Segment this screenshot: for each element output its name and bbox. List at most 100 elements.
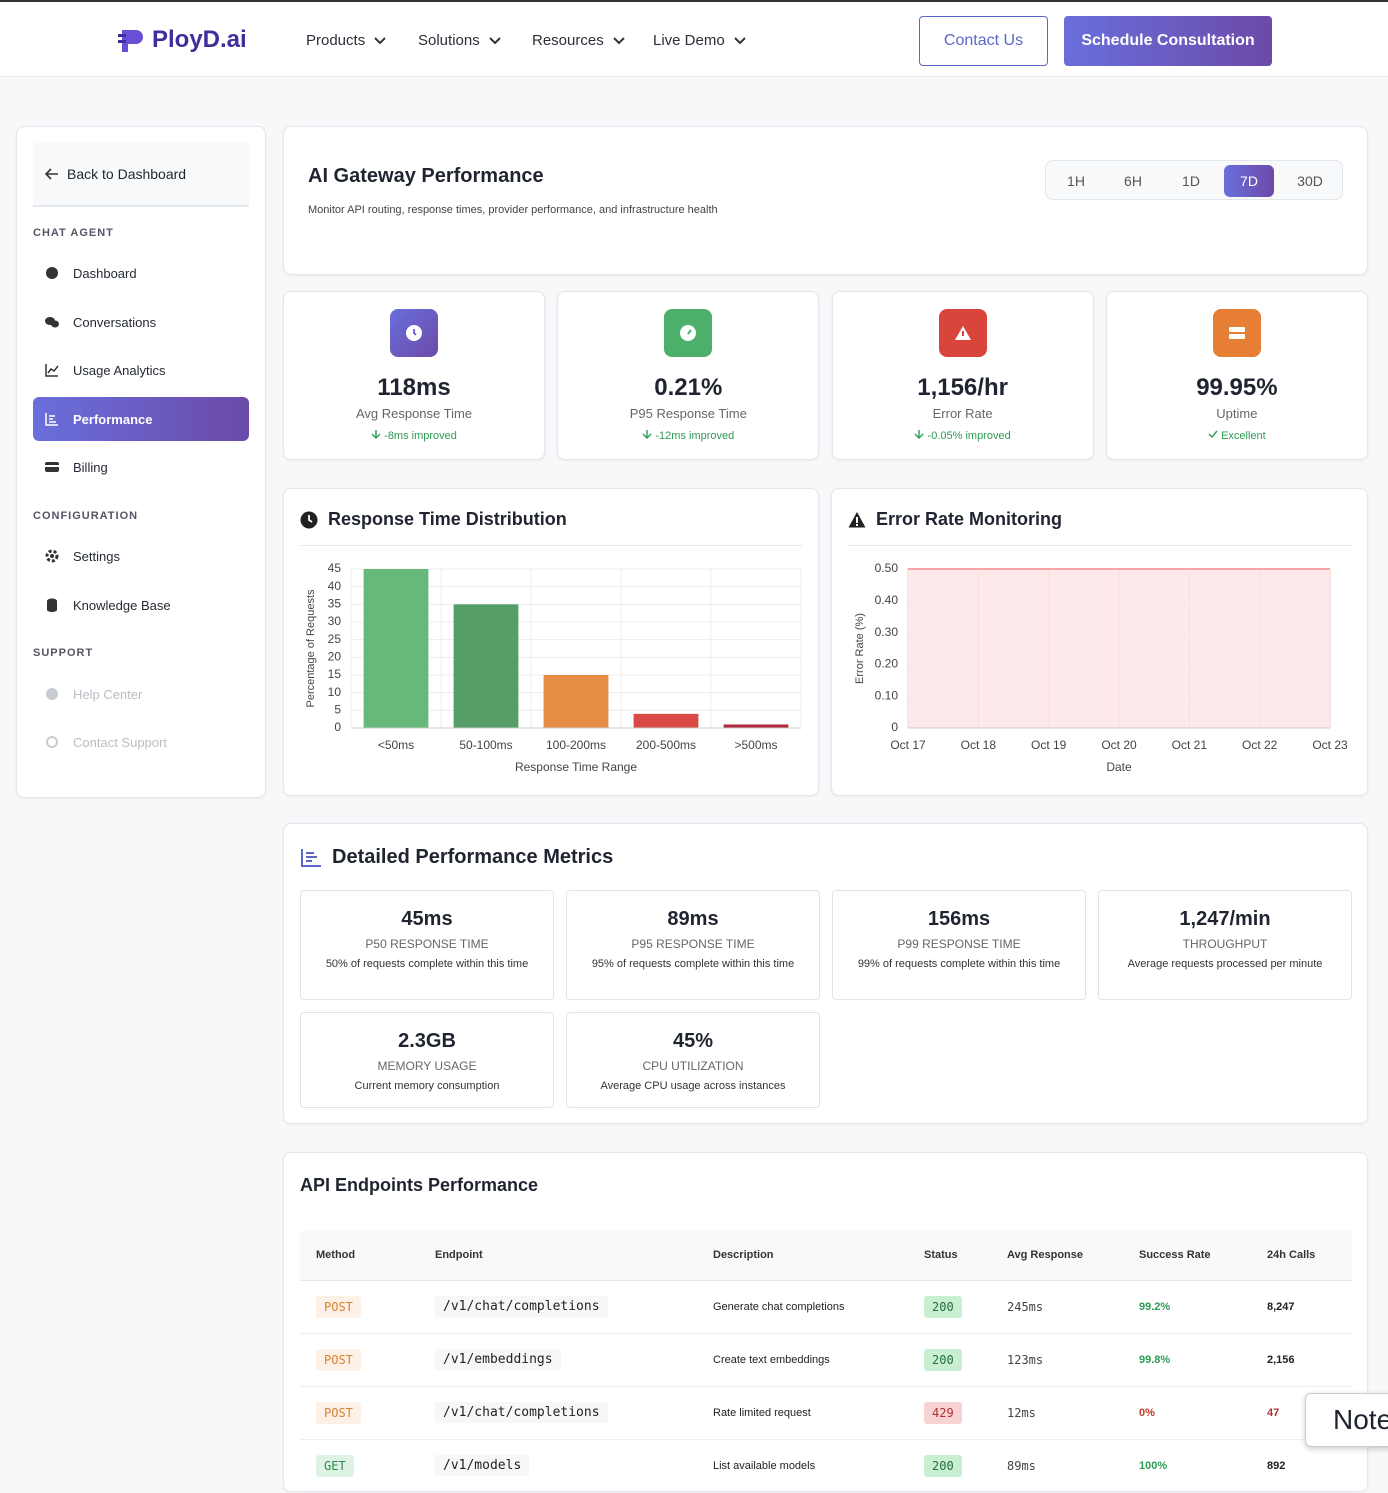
nav-item[interactable]: Solutions bbox=[418, 32, 502, 49]
trend-icon bbox=[642, 430, 652, 439]
metric-card: 45ms P50 RESPONSE TIME 50% of requests com… bbox=[300, 890, 554, 1000]
y-tick-label: 15 bbox=[328, 667, 342, 681]
metric-value: 89ms bbox=[667, 908, 719, 930]
cell: /v1/chat/completions bbox=[419, 1386, 697, 1440]
metric-card: 45% CPU UTILIZATION Average CPU usage acro… bbox=[566, 1012, 820, 1108]
bar bbox=[453, 604, 519, 728]
label: Conversations bbox=[73, 314, 157, 330]
metric-desc: Average CPU usage across instances bbox=[600, 1080, 786, 1092]
x-tick-label: Oct 23 bbox=[1312, 738, 1348, 752]
y-tick-label: 0.30 bbox=[875, 625, 899, 639]
nav-link[interactable]: Help Center bbox=[33, 672, 249, 716]
stat-value: 1,156/hr bbox=[917, 374, 1008, 401]
status-tag: 200 bbox=[924, 1295, 962, 1318]
icon bbox=[47, 598, 57, 612]
bar bbox=[363, 569, 429, 728]
bar-chart: 0 5 10 15 20 25 30 35 40 45 <50ms 50-100ms 100-200ms… bbox=[305, 561, 802, 774]
description: Create text embeddings bbox=[713, 1353, 830, 1366]
chart-card: Response Time Distribution 0 5 10 15 20 25 30 3… bbox=[283, 488, 819, 796]
metric-desc: 99% of requests complete within this tim… bbox=[857, 958, 1061, 970]
cell: /v1/chat/completions bbox=[419, 1280, 697, 1334]
stat-change: -0.05% improved bbox=[833, 429, 1093, 442]
logo-text: PloyD.ai bbox=[152, 26, 247, 53]
clock-icon bbox=[300, 511, 318, 528]
nav-link[interactable]: Settings bbox=[33, 534, 249, 578]
icon-glyph bbox=[1228, 327, 1245, 339]
range-option[interactable]: 30D bbox=[1297, 173, 1323, 189]
change-text: -8ms improved bbox=[384, 430, 457, 442]
nav-link[interactable]: Billing bbox=[33, 445, 249, 489]
note-popup[interactable]: Note bbox=[1305, 1393, 1388, 1447]
cell: 8,247 bbox=[1251, 1280, 1352, 1334]
cell: POST bbox=[300, 1333, 419, 1387]
metric-label: P99 RESPONSE TIME bbox=[897, 937, 1021, 951]
call-count: 8,247 bbox=[1267, 1300, 1295, 1313]
column-header: Avg Response bbox=[991, 1231, 1123, 1281]
call-count: 47 bbox=[1267, 1406, 1280, 1419]
y-tick-label: 0 bbox=[891, 720, 898, 734]
call-count: 892 bbox=[1267, 1459, 1286, 1472]
metric-desc: Average requests processed per minute bbox=[1127, 958, 1323, 970]
stat-value: 0.21% bbox=[654, 374, 723, 401]
back-button[interactable]: Back to Dashboard bbox=[33, 143, 249, 207]
y-tick-label: 0.10 bbox=[875, 688, 899, 702]
nav-link[interactable]: Conversations bbox=[33, 300, 249, 344]
schedule-button[interactable]: Schedule Consultation bbox=[1064, 16, 1272, 66]
label: Dashboard bbox=[73, 265, 137, 281]
success-rate: 99.8% bbox=[1139, 1353, 1171, 1366]
bar bbox=[723, 724, 789, 728]
bar bbox=[543, 675, 609, 728]
cell: 100% bbox=[1123, 1439, 1251, 1493]
icon-glyph bbox=[680, 325, 697, 341]
metric-label: P50 RESPONSE TIME bbox=[365, 937, 489, 951]
range-option-active[interactable]: 7D bbox=[1224, 165, 1274, 197]
endpoint-path: /v1/models bbox=[435, 1455, 530, 1476]
nav-item[interactable]: Live Demo bbox=[653, 32, 747, 49]
icon bbox=[45, 364, 59, 377]
nav-link[interactable]: Knowledge Base bbox=[33, 583, 249, 627]
chevron bbox=[374, 36, 386, 44]
nav-link[interactable]: Usage Analytics bbox=[33, 348, 249, 392]
stat-card: 99.95% Uptime Excellent bbox=[1105, 291, 1368, 460]
avg-response: 245ms bbox=[1007, 1299, 1044, 1314]
column-header: Status bbox=[908, 1231, 991, 1281]
endpoint-row: POST/v1/chat/completions Rate limited req… bbox=[300, 1386, 1352, 1440]
nav-link[interactable]: Dashboard bbox=[33, 251, 249, 295]
metric-value: 1,247/min bbox=[1179, 908, 1271, 930]
trend-icon bbox=[914, 430, 924, 439]
metric-desc: Current memory consumption bbox=[354, 1080, 500, 1092]
column-header: Description bbox=[697, 1231, 908, 1281]
cell: 200 bbox=[908, 1439, 991, 1493]
nav-link-active[interactable]: Performance bbox=[33, 397, 249, 441]
y-tick-label: 25 bbox=[328, 632, 342, 646]
nav-item[interactable]: Resources bbox=[532, 32, 626, 49]
section-title: CHAT AGENT bbox=[33, 227, 114, 239]
endpoints-card: API Endpoints Performance Method Endpoint… bbox=[283, 1152, 1368, 1493]
metrics-card: Detailed Performance Metrics 45ms P50 RES… bbox=[283, 823, 1368, 1124]
stat-label: P95 Response Time bbox=[629, 406, 747, 421]
range-option[interactable]: 1H bbox=[1067, 173, 1085, 189]
cell: /v1/models bbox=[419, 1439, 697, 1493]
column-header: Success Rate bbox=[1123, 1231, 1251, 1281]
description: Generate chat completions bbox=[713, 1300, 845, 1313]
endpoint-path: /v1/embeddings bbox=[435, 1349, 561, 1370]
label: Help Center bbox=[73, 686, 143, 702]
nav-item[interactable]: Products bbox=[306, 32, 387, 49]
page-subtitle: Monitor API routing, response times, pro… bbox=[308, 204, 718, 216]
metrics-heading: Detailed Performance Metrics bbox=[300, 846, 613, 869]
contact-button[interactable]: Contact Us bbox=[919, 16, 1048, 66]
logo[interactable]: PloyD.ai bbox=[118, 26, 247, 54]
range-option[interactable]: 6H bbox=[1124, 173, 1142, 189]
x-tick-label: >500ms bbox=[734, 738, 777, 752]
cell: 123ms bbox=[991, 1333, 1123, 1387]
avg-response: 12ms bbox=[1007, 1405, 1036, 1420]
label: Usage Analytics bbox=[73, 362, 166, 378]
label: Contact Support bbox=[73, 734, 167, 750]
range-option[interactable]: 1D bbox=[1182, 173, 1200, 189]
metric-card: 2.3GB MEMORY USAGE Current memory consumpt… bbox=[300, 1012, 554, 1108]
y-tick-label: 20 bbox=[328, 650, 342, 664]
page-title: AI Gateway Performance bbox=[308, 165, 544, 187]
cell: 200 bbox=[908, 1333, 991, 1387]
cell: POST bbox=[300, 1280, 419, 1334]
nav-link[interactable]: Contact Support bbox=[33, 720, 249, 764]
